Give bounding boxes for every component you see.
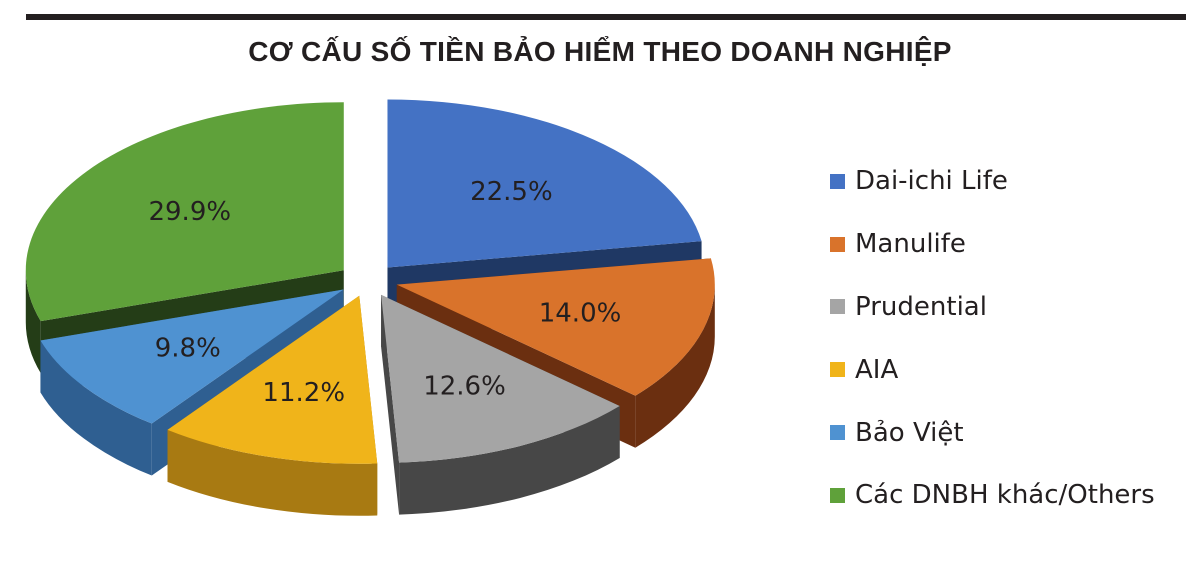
legend-item: Prudential <box>830 276 1155 339</box>
legend-item: Dai-ichi Life <box>830 150 1155 213</box>
legend-label: AIA <box>855 354 899 385</box>
slice-percentage-label: 22.5% <box>470 177 553 207</box>
top-rule <box>26 14 1186 20</box>
legend-swatch <box>830 487 845 503</box>
slice-labels: 22.5% 29.9% 14.0% 9.8% 12.6% 11.2% <box>148 177 621 408</box>
pie-slice-rim <box>399 405 620 515</box>
legend-swatch <box>830 236 845 252</box>
legend-swatch <box>830 173 845 189</box>
slice-percentage-label: 12.6% <box>423 372 506 402</box>
chart-title: CƠ CẤU SỐ TIỀN BẢO HIỂM THEO DOANH NGHIỆ… <box>248 36 952 67</box>
pie-slice-top <box>387 99 702 268</box>
legend-swatch <box>830 362 845 378</box>
slice-percentage-label: 9.8% <box>155 334 221 364</box>
pie-slice-rim <box>167 429 378 516</box>
pie-slice-top <box>25 102 344 322</box>
slice-percentage-label: 14.0% <box>539 299 622 329</box>
legend-item: Các DNBH khác/Others <box>830 464 1155 527</box>
pie-slice <box>381 294 620 515</box>
legend-item: Bảo Việt <box>830 401 1155 464</box>
pie-slice-top <box>381 294 620 463</box>
pie-slice-side <box>381 294 400 515</box>
pie-slice-top <box>396 258 715 396</box>
legend-swatch <box>830 425 845 441</box>
legend-label: Prudential <box>855 291 987 322</box>
legend-label: Các DNBH khác/Others <box>855 480 1155 511</box>
legend-label: Dai-ichi Life <box>855 166 1008 197</box>
legend-label: Bảo Việt <box>855 417 964 448</box>
legend-item: Manulife <box>830 213 1155 276</box>
legend-label: Manulife <box>855 229 966 260</box>
pie-slice-top <box>40 289 344 424</box>
legend-item: AIA <box>830 338 1155 401</box>
legend-swatch <box>830 299 845 315</box>
pie-slice-rim <box>40 340 152 476</box>
pie-slice-rim <box>25 270 41 374</box>
slice-percentage-label: 29.9% <box>148 197 231 227</box>
pie-slice <box>167 295 378 516</box>
pie-slice-rim <box>635 284 715 448</box>
chart-legend: Dai-ichi Life Manulife Prudential AIA Bảo Vi… <box>830 150 1155 527</box>
pie-slice-top <box>167 295 378 464</box>
slice-percentage-label: 11.2% <box>262 378 345 408</box>
